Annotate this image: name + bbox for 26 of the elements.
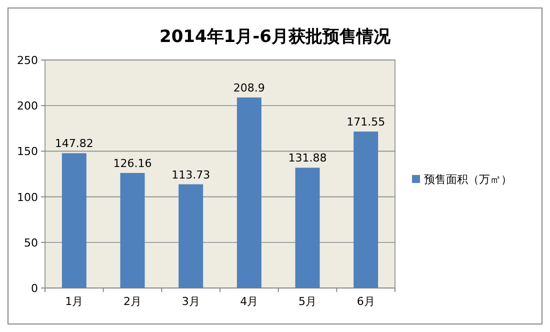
legend-label: 预售面积（万㎡） bbox=[424, 173, 512, 186]
data-label: 208.9 bbox=[233, 81, 265, 94]
data-label: 131.88 bbox=[288, 152, 327, 165]
data-label: 113.73 bbox=[172, 168, 210, 182]
x-tick-label: 2月 bbox=[124, 295, 142, 308]
data-label: 147.82 bbox=[54, 137, 94, 150]
x-tick-label: 6月 bbox=[356, 295, 375, 308]
y-tick-label: 0 bbox=[31, 282, 38, 295]
y-tick-label: 50 bbox=[24, 236, 38, 250]
data-label: 171.55 bbox=[346, 116, 386, 129]
data-label: 126.16 bbox=[113, 156, 152, 170]
y-tick-label: 200 bbox=[17, 100, 38, 113]
bar bbox=[178, 184, 204, 288]
x-tick-label: 3月 bbox=[182, 295, 200, 308]
bar bbox=[236, 97, 262, 288]
x-tick-label: 4月 bbox=[240, 295, 258, 308]
y-tick-label: 250 bbox=[17, 54, 38, 67]
y-tick-label: 100 bbox=[17, 190, 38, 204]
x-tick-label: 1月 bbox=[65, 295, 84, 308]
chart-title: 2014年1月-6月获批预售情况 bbox=[159, 27, 392, 47]
bar bbox=[62, 153, 86, 288]
bar bbox=[120, 172, 145, 288]
x-tick-label: 5月 bbox=[298, 295, 316, 308]
bar bbox=[295, 168, 320, 288]
bar bbox=[354, 132, 378, 288]
y-tick-label: 150 bbox=[17, 145, 38, 158]
